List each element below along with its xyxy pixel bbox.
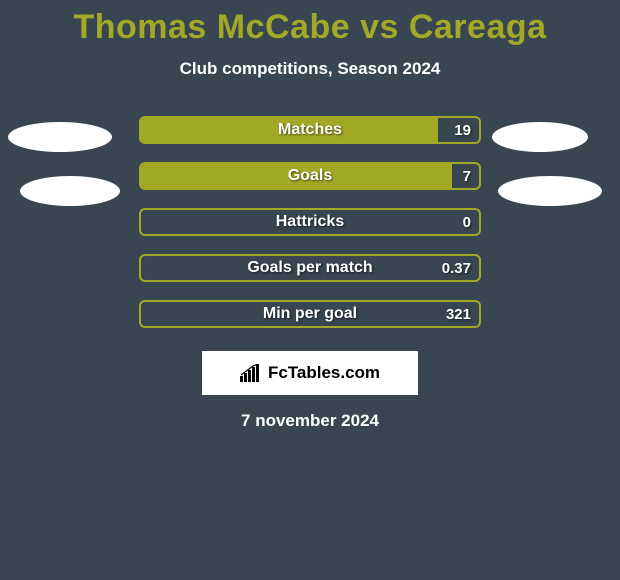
date-text: 7 november 2024 [0, 411, 620, 431]
subtitle: Club competitions, Season 2024 [0, 59, 620, 79]
team-ellipse-right-2 [498, 176, 602, 206]
bar-label: Hattricks [141, 210, 479, 234]
bar-value: 0.37 [442, 256, 471, 280]
bar-label: Goals per match [141, 256, 479, 280]
team-ellipse-left-2 [20, 176, 120, 206]
bar-container: Goals 7 [139, 162, 481, 190]
bar-container: Min per goal 321 [139, 300, 481, 328]
team-ellipse-right-1 [492, 122, 588, 152]
watermark-text: FcTables.com [268, 363, 380, 383]
bar-label: Min per goal [141, 302, 479, 326]
bars-chart-icon [240, 364, 262, 382]
bar-value: 19 [454, 118, 471, 142]
bar-container: Matches 19 [139, 116, 481, 144]
bar-fill [141, 118, 438, 142]
bar-container: Goals per match 0.37 [139, 254, 481, 282]
watermark: FcTables.com [202, 351, 418, 395]
bar-value: 0 [463, 210, 471, 234]
bar-container: Hattricks 0 [139, 208, 481, 236]
chart-row: Hattricks 0 [0, 199, 620, 245]
bar-value: 7 [463, 164, 471, 188]
bar-fill [141, 164, 452, 188]
chart-row: Min per goal 321 [0, 291, 620, 337]
team-ellipse-left-1 [8, 122, 112, 152]
bar-value: 321 [446, 302, 471, 326]
page-title: Thomas McCabe vs Careaga [0, 0, 620, 47]
chart-row: Goals per match 0.37 [0, 245, 620, 291]
